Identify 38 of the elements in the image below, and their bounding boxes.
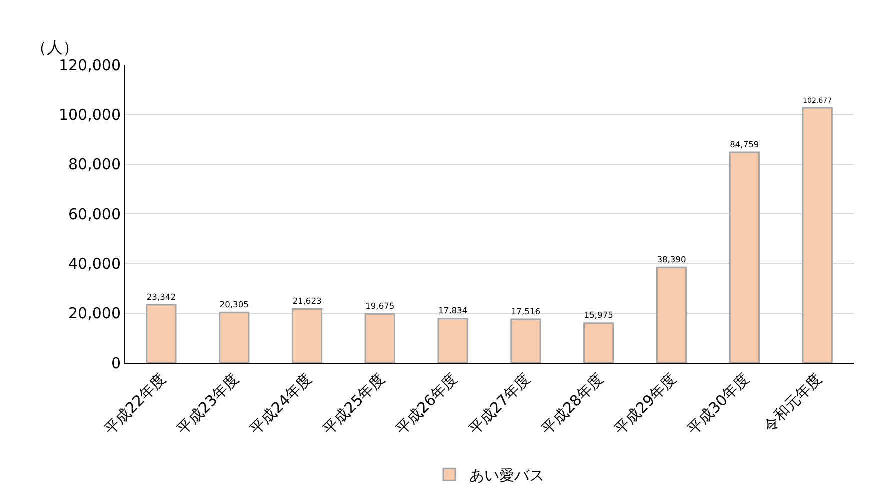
bar [729, 152, 760, 363]
bar [438, 318, 468, 363]
bar [292, 308, 323, 363]
x-tick-label: 令和元年度 [760, 370, 826, 436]
x-tick-label: 平成25年度 [320, 370, 388, 439]
y-axis-title: （人） [31, 38, 79, 57]
y-tick-label: 80,000 [68, 156, 121, 174]
text: 20,305 [220, 299, 249, 310]
y-tick-label: 40,000 [68, 254, 121, 273]
x-tick-label: 平成29年度 [611, 370, 680, 439]
text: 19,675 [366, 300, 395, 311]
bar [802, 107, 833, 363]
text: 38,390 [657, 254, 686, 264]
y-tick-label: 120,000 [58, 56, 121, 74]
text: 17,516 [511, 306, 541, 316]
y-tick-label: 100,000 [58, 106, 121, 124]
text: 21,623 [292, 296, 322, 306]
x-tick-label: 平成24年度 [246, 370, 316, 439]
x-tick-label: 平成22年度 [100, 370, 170, 439]
text: 17,834 [438, 305, 468, 316]
bar [656, 266, 688, 363]
text: 23,342 [146, 292, 176, 302]
bar [510, 318, 542, 363]
x-tick-label: 平成28年度 [538, 370, 607, 439]
x-tick-label: 平成23年度 [174, 370, 242, 439]
x-tick-label: 平成30年度 [684, 370, 753, 439]
y-tick-label: 60,000 [68, 205, 121, 224]
bar [219, 312, 250, 363]
text: 15,975 [584, 310, 614, 320]
y-tick-label: 20,000 [68, 304, 121, 323]
bar [584, 322, 614, 363]
y-tick-label: 0 [111, 354, 121, 372]
text: 84,759 [730, 139, 760, 150]
bar [364, 313, 396, 363]
bar [146, 304, 177, 363]
x-tick-label: 平成27年度 [465, 370, 534, 439]
x-tick-label: 平成26年度 [392, 370, 462, 439]
legend-label: あい愛バス [470, 466, 544, 484]
